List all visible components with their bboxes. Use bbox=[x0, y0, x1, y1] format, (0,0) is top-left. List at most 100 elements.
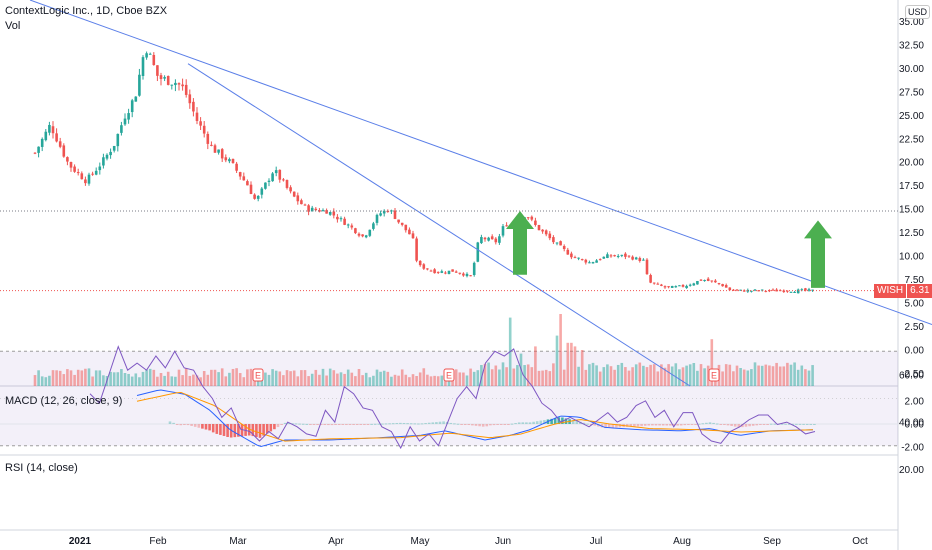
macd-histogram-bar bbox=[744, 424, 748, 427]
candle-body bbox=[786, 290, 789, 292]
macd-histogram-bar bbox=[460, 424, 463, 425]
macd-histogram-bar bbox=[359, 424, 363, 425]
macd-histogram-bar bbox=[787, 423, 791, 425]
candle-body bbox=[224, 157, 228, 161]
candle-body bbox=[213, 145, 217, 153]
macd-histogram-bar bbox=[384, 423, 388, 425]
candle-body bbox=[145, 53, 148, 58]
price-tag-value: 6.31 bbox=[907, 284, 932, 298]
volume-bar bbox=[559, 314, 562, 386]
time-tick-label: Mar bbox=[229, 536, 247, 547]
volume-bar bbox=[310, 373, 314, 386]
volume-bar bbox=[62, 374, 66, 386]
rsi-series bbox=[89, 345, 816, 450]
volume-bar bbox=[249, 368, 253, 386]
macd-histogram-bar bbox=[726, 424, 730, 426]
candle-body bbox=[537, 225, 541, 231]
volume-bar bbox=[476, 370, 480, 386]
earnings-marker[interactable]: E bbox=[708, 368, 720, 382]
candle-body bbox=[62, 145, 66, 157]
macd-histogram-bar bbox=[265, 424, 269, 434]
volume-bar bbox=[454, 369, 458, 386]
volume-bar bbox=[807, 370, 811, 386]
earnings-marker[interactable]: E bbox=[252, 368, 264, 382]
volume-bar bbox=[465, 375, 469, 386]
volume-bar bbox=[109, 371, 112, 386]
candle-body bbox=[267, 180, 271, 182]
candle-body bbox=[422, 264, 426, 269]
candle-body bbox=[264, 182, 267, 189]
volume-bar bbox=[699, 364, 703, 386]
candle-body bbox=[321, 210, 325, 212]
volume-bar bbox=[631, 367, 634, 386]
macd-histogram-bar bbox=[179, 424, 183, 426]
candle-body bbox=[130, 100, 134, 113]
earnings-marker-box bbox=[708, 368, 720, 382]
candle-body bbox=[314, 208, 318, 211]
macd-histogram-bar bbox=[334, 424, 337, 425]
volume-bar bbox=[170, 376, 174, 386]
macd-histogram-bar bbox=[517, 422, 521, 424]
candle-body bbox=[271, 173, 274, 182]
macd-histogram-bar bbox=[575, 420, 579, 424]
candle-body bbox=[210, 144, 213, 146]
volume-bar bbox=[73, 374, 76, 386]
candle-body bbox=[616, 255, 620, 257]
macd-histogram-bar bbox=[769, 423, 773, 425]
macd-histogram-bar bbox=[168, 421, 172, 424]
volume-bar bbox=[458, 372, 462, 386]
macd-histogram-bar bbox=[557, 417, 561, 424]
candle-body bbox=[116, 133, 120, 147]
volume-bar bbox=[703, 368, 706, 386]
price-candles bbox=[33, 51, 814, 294]
candle-body bbox=[282, 179, 285, 181]
arrows bbox=[506, 210, 832, 288]
candle-body bbox=[303, 204, 307, 206]
candle-body bbox=[577, 257, 580, 259]
earnings-marker[interactable]: E bbox=[443, 368, 455, 382]
earnings-marker-label: E bbox=[255, 371, 261, 381]
candle-body bbox=[472, 262, 476, 276]
volume-bar bbox=[66, 369, 69, 386]
macd-histogram-bar bbox=[543, 420, 546, 424]
volume-bar bbox=[552, 363, 555, 386]
candle-body bbox=[325, 210, 328, 214]
currency-badge[interactable]: USD bbox=[905, 5, 931, 19]
volume-bar bbox=[490, 369, 494, 386]
candle-body bbox=[465, 273, 469, 277]
candle-body bbox=[156, 65, 159, 76]
volume-bar bbox=[584, 369, 588, 386]
price-tick-label: 2.50 bbox=[905, 322, 925, 333]
candle-body bbox=[260, 188, 264, 195]
volume-bar bbox=[768, 365, 771, 386]
macd-histogram-bar bbox=[535, 421, 539, 424]
candle-body bbox=[591, 262, 595, 264]
volume-bar bbox=[469, 368, 472, 386]
volume-bar bbox=[274, 370, 278, 386]
macd-histogram-bar bbox=[485, 424, 489, 427]
macd-histogram-bar bbox=[186, 424, 190, 426]
candle-body bbox=[58, 141, 62, 147]
candle-body bbox=[717, 283, 721, 285]
volume-bar bbox=[364, 372, 368, 386]
volume-bar bbox=[195, 375, 199, 386]
volume-bar bbox=[667, 364, 670, 386]
volume-bar bbox=[742, 369, 746, 386]
macd-histogram-bar bbox=[654, 424, 658, 426]
candle-body bbox=[714, 280, 717, 283]
price-tick-label: 22.50 bbox=[899, 134, 924, 145]
candle-body bbox=[109, 151, 112, 156]
candle-body bbox=[418, 260, 422, 266]
macd-histogram-bar bbox=[791, 423, 795, 425]
candle-body bbox=[440, 271, 444, 273]
candle-body bbox=[242, 176, 246, 181]
volume-bar bbox=[98, 370, 102, 386]
volume-bar bbox=[346, 369, 350, 386]
macd-histogram-bar bbox=[539, 420, 543, 424]
candle-body bbox=[782, 290, 786, 293]
candle-body bbox=[663, 286, 667, 288]
volume-bar bbox=[505, 367, 508, 386]
volume-bar bbox=[296, 376, 300, 386]
